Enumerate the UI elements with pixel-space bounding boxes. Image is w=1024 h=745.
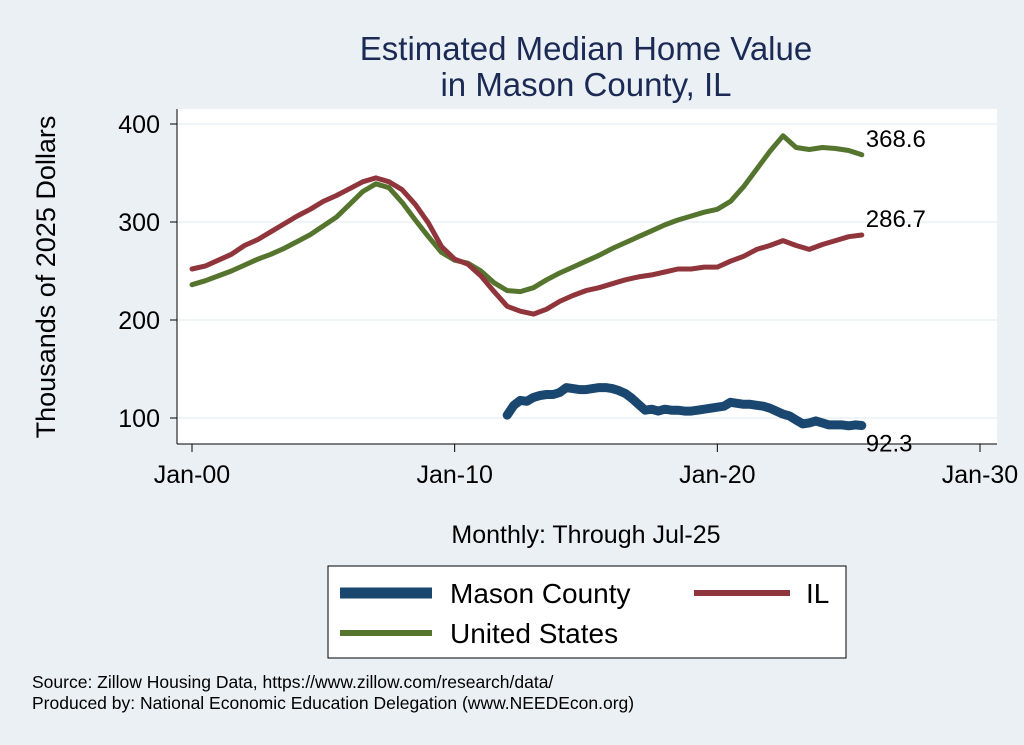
source-note: Source: Zillow Housing Data, https://www… (32, 672, 553, 692)
end-value-label-mason-county: 92.3 (866, 431, 913, 458)
y-axis-title: Thousands of 2025 Dollars (31, 116, 61, 439)
legend: Mason County IL United States (327, 565, 847, 659)
x-tick-label-Jan-00: Jan-00 (154, 461, 230, 489)
x-axis-title: Monthly: Through Jul-25 (451, 521, 720, 549)
axes: 100 200 300 400 Jan-00 Jan-10 Jan-20 Jan-30 (118, 109, 1018, 489)
y-tick-label-400: 400 (118, 111, 160, 139)
x-tick-label-Jan-20: Jan-20 (679, 461, 755, 489)
chart-title-line-2: in Mason County, IL (440, 66, 731, 103)
series-line-mason-county (502, 383, 867, 431)
chart-title-line-1: Estimated Median Home Value (360, 30, 812, 67)
series-line-il (189, 175, 865, 317)
end-value-label-united-states: 368.6 (866, 126, 926, 153)
legend-label-united-states: United States (450, 618, 618, 649)
legend-box (327, 565, 847, 659)
grid (177, 123, 997, 419)
end-labels: 92.3 286.7 368.6 (866, 126, 926, 458)
series-line-united-states (189, 133, 865, 295)
x-tick-label-Jan-30: Jan-30 (942, 461, 1018, 489)
end-value-label-il: 286.7 (866, 206, 926, 233)
y-tick-label-100: 100 (118, 405, 160, 433)
y-tick-label-300: 300 (118, 209, 160, 237)
series-layer (189, 133, 867, 431)
legend-label-mason-county: Mason County (450, 578, 631, 609)
produced-by-note: Produced by: National Economic Education… (32, 693, 634, 713)
legend-label-il: IL (806, 578, 829, 609)
x-tick-label-Jan-10: Jan-10 (416, 461, 492, 489)
y-tick-label-200: 200 (118, 307, 160, 335)
